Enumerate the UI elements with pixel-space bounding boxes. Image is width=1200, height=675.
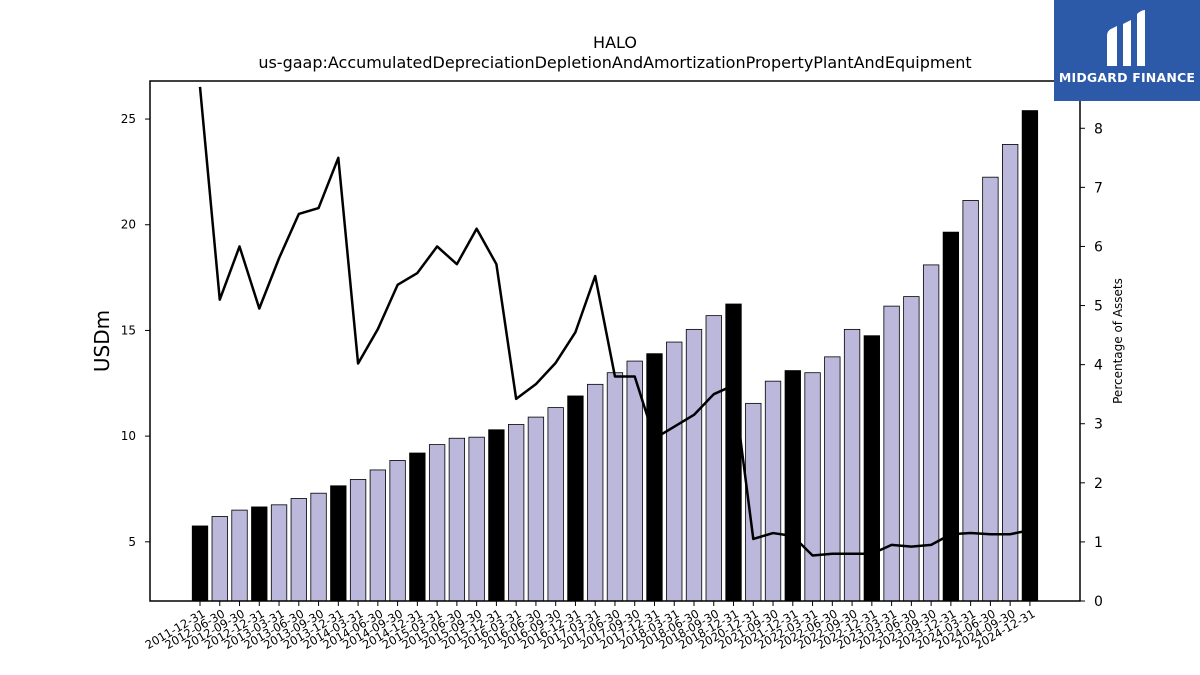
bar: [922, 264, 940, 602]
bar: [685, 328, 703, 602]
y2-tick-label: 2: [1094, 476, 1103, 492]
bar: [211, 516, 228, 602]
bar: [705, 315, 722, 602]
bar: [962, 200, 979, 602]
bar: [468, 436, 485, 602]
chart-title: HALO: [593, 33, 637, 52]
y2-tick-label: 8: [1094, 121, 1103, 137]
bar: [251, 506, 268, 602]
bar: [725, 303, 742, 602]
brand-name: MIDGARD FINANCE: [1058, 70, 1196, 85]
bar: [824, 356, 841, 602]
brand-logo: MIDGARD FINANCE: [1054, 0, 1200, 101]
y2-tick-label: 6: [1094, 239, 1103, 255]
bar: [982, 176, 999, 602]
bar: [587, 383, 604, 602]
bar: [349, 479, 367, 602]
y-axis-label: USDm: [90, 310, 114, 372]
bar: [290, 498, 307, 602]
bar: [191, 525, 209, 602]
y2-tick-label: 7: [1094, 180, 1103, 196]
bar: [843, 328, 861, 602]
bar: [863, 335, 880, 602]
bar: [804, 372, 821, 602]
brand-mark-icon: [1107, 10, 1145, 66]
bar: [330, 485, 347, 602]
y-axis: 5 10 15 20 25: [121, 112, 150, 549]
bar: [903, 296, 920, 602]
chart-subtitle: us-gaap:AccumulatedDepreciationDepletion…: [258, 53, 971, 72]
bar: [666, 341, 683, 602]
y-tick-label: 10: [121, 429, 136, 443]
bar: [231, 509, 248, 602]
y-tick-label: 20: [121, 218, 136, 232]
bar: [369, 469, 386, 602]
y2-tick-label: 0: [1094, 594, 1103, 610]
bar: [606, 372, 624, 602]
bar: [764, 380, 782, 602]
y-tick-label: 5: [128, 535, 136, 549]
bar: [567, 395, 584, 602]
bar: [389, 460, 406, 602]
bar: [784, 370, 801, 602]
y2-axis-label: Percentage of Assets: [1111, 278, 1125, 404]
y2-tick-label: 4: [1094, 358, 1103, 374]
line-layer: [198, 86, 1031, 557]
y2-tick-label: 1: [1094, 535, 1103, 551]
series-line: [198, 86, 1031, 557]
y2-tick-label: 5: [1094, 299, 1103, 315]
y2-axis: 0 1 2 3 4 5 6 7 8: [1080, 121, 1103, 610]
bar: [270, 504, 288, 602]
bar: [1021, 110, 1039, 602]
bar: [547, 407, 564, 602]
bar: [646, 353, 663, 602]
bar: [942, 231, 960, 602]
bar: [428, 444, 446, 602]
bar: [488, 429, 505, 602]
bars-layer: [191, 110, 1039, 602]
bar: [883, 305, 900, 602]
y-tick-label: 25: [121, 112, 136, 126]
y-tick-label: 15: [121, 323, 136, 337]
bar: [409, 452, 426, 602]
bar: [448, 437, 466, 602]
bar: [527, 416, 545, 602]
bar: [508, 424, 525, 602]
y2-tick-label: 3: [1094, 417, 1103, 433]
x-axis: 2011-12-312012-06-302012-09-302012-12-31…: [143, 601, 1037, 652]
bar: [310, 492, 327, 602]
